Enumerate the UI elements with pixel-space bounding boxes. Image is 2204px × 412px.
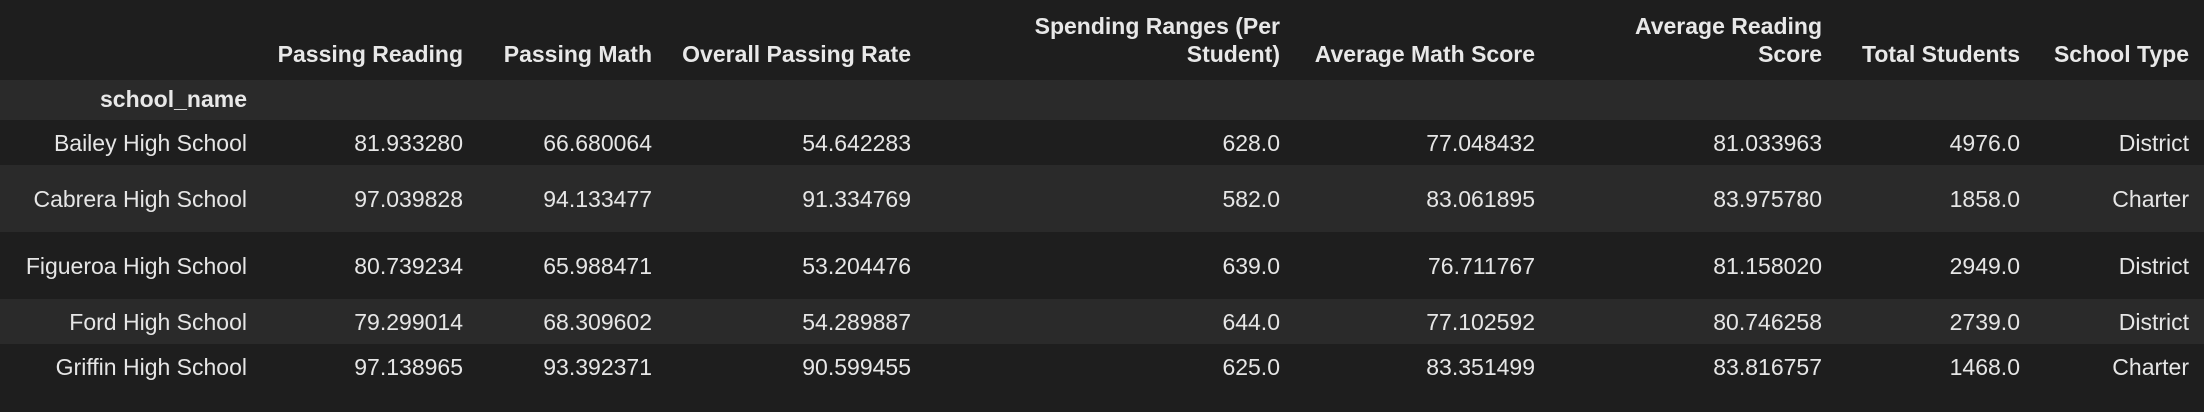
row-index-label: Cabrera High School [33, 185, 247, 212]
table-cell: 76.711767 [1427, 252, 1535, 279]
table-cell: 65.988471 [543, 252, 652, 279]
table-cell: 628.0 [1222, 129, 1280, 156]
table-cell: 83.351499 [1426, 353, 1535, 380]
table-row: Figueroa High School 80.739234 65.988471… [0, 232, 2204, 299]
table-cell: District [2118, 252, 2189, 279]
table-cell: 97.138965 [354, 353, 463, 380]
column-header: Passing Reading [277, 41, 463, 67]
table-cell: 81.158020 [1713, 252, 1822, 279]
table-cell: 644.0 [1222, 308, 1280, 335]
table-cell: District [2118, 308, 2189, 335]
table-cell: 97.039828 [354, 185, 463, 212]
column-header: Average Math Score [1314, 41, 1535, 67]
column-header: Total Students [1861, 41, 2020, 67]
table-cell: 625.0 [1222, 353, 1280, 380]
column-header: Spending Ranges (Per Student) [1034, 13, 1280, 67]
table-cell: 93.392371 [543, 353, 652, 380]
index-header-blank [0, 0, 262, 80]
table-cell: 79.299014 [354, 308, 463, 335]
table-cell: 582.0 [1222, 185, 1280, 212]
row-index-label: Figueroa High School [25, 252, 247, 279]
table-cell: 90.599455 [802, 353, 911, 380]
table-cell: 80.746258 [1713, 308, 1822, 335]
table-cell: 81.933280 [354, 129, 463, 156]
column-header: Average Reading Score [1634, 13, 1822, 67]
table-cell: 53.204476 [802, 252, 911, 279]
row-index-label: Griffin High School [55, 353, 247, 380]
dataframe-table: Passing Reading Passing Math Overall Pas… [0, 0, 2204, 389]
table-cell: 83.061895 [1426, 185, 1535, 212]
row-index-label: Bailey High School [53, 129, 247, 156]
row-index-label: Ford High School [69, 308, 247, 335]
table-row: Cabrera High School 97.039828 94.133477 … [0, 165, 2204, 232]
table-row: Ford High School 79.299014 68.309602 54.… [0, 299, 2204, 344]
table-cell: 94.133477 [543, 185, 652, 212]
table-cell: 639.0 [1222, 252, 1280, 279]
table-cell: 1858.0 [1949, 185, 2020, 212]
table-row: Bailey High School 81.933280 66.680064 5… [0, 120, 2204, 165]
column-header-row: Passing Reading Passing Math Overall Pas… [0, 0, 2204, 80]
table-cell: 81.033963 [1713, 129, 1822, 156]
table-cell: 68.309602 [543, 308, 652, 335]
column-header: School Type [2053, 41, 2189, 67]
table-cell: 83.975780 [1713, 185, 1822, 212]
table-cell: 54.289887 [802, 308, 911, 335]
table-cell: 83.816757 [1713, 353, 1822, 380]
table-cell: 54.642283 [802, 129, 911, 156]
table-cell: 2739.0 [1949, 308, 2020, 335]
index-name-row: school_name [0, 80, 2204, 120]
table-row: Griffin High School 97.138965 93.392371 … [0, 344, 2204, 389]
table-cell: District [2118, 129, 2189, 156]
table-cell: 77.102592 [1426, 308, 1535, 335]
table-cell: 4976.0 [1949, 129, 2020, 156]
table-cell: 1468.0 [1949, 353, 2020, 380]
column-header: Passing Math [503, 41, 652, 67]
table-cell: 80.739234 [354, 252, 463, 279]
table-cell: 91.334769 [802, 185, 911, 212]
table-cell: 77.048432 [1426, 129, 1535, 156]
table-cell: Charter [2112, 353, 2189, 380]
index-name-header: school_name [100, 86, 247, 112]
table-cell: 2949.0 [1949, 252, 2020, 279]
table-cell: 66.680064 [543, 129, 652, 156]
column-header: Overall Passing Rate [682, 41, 911, 67]
table-cell: Charter [2112, 185, 2189, 212]
